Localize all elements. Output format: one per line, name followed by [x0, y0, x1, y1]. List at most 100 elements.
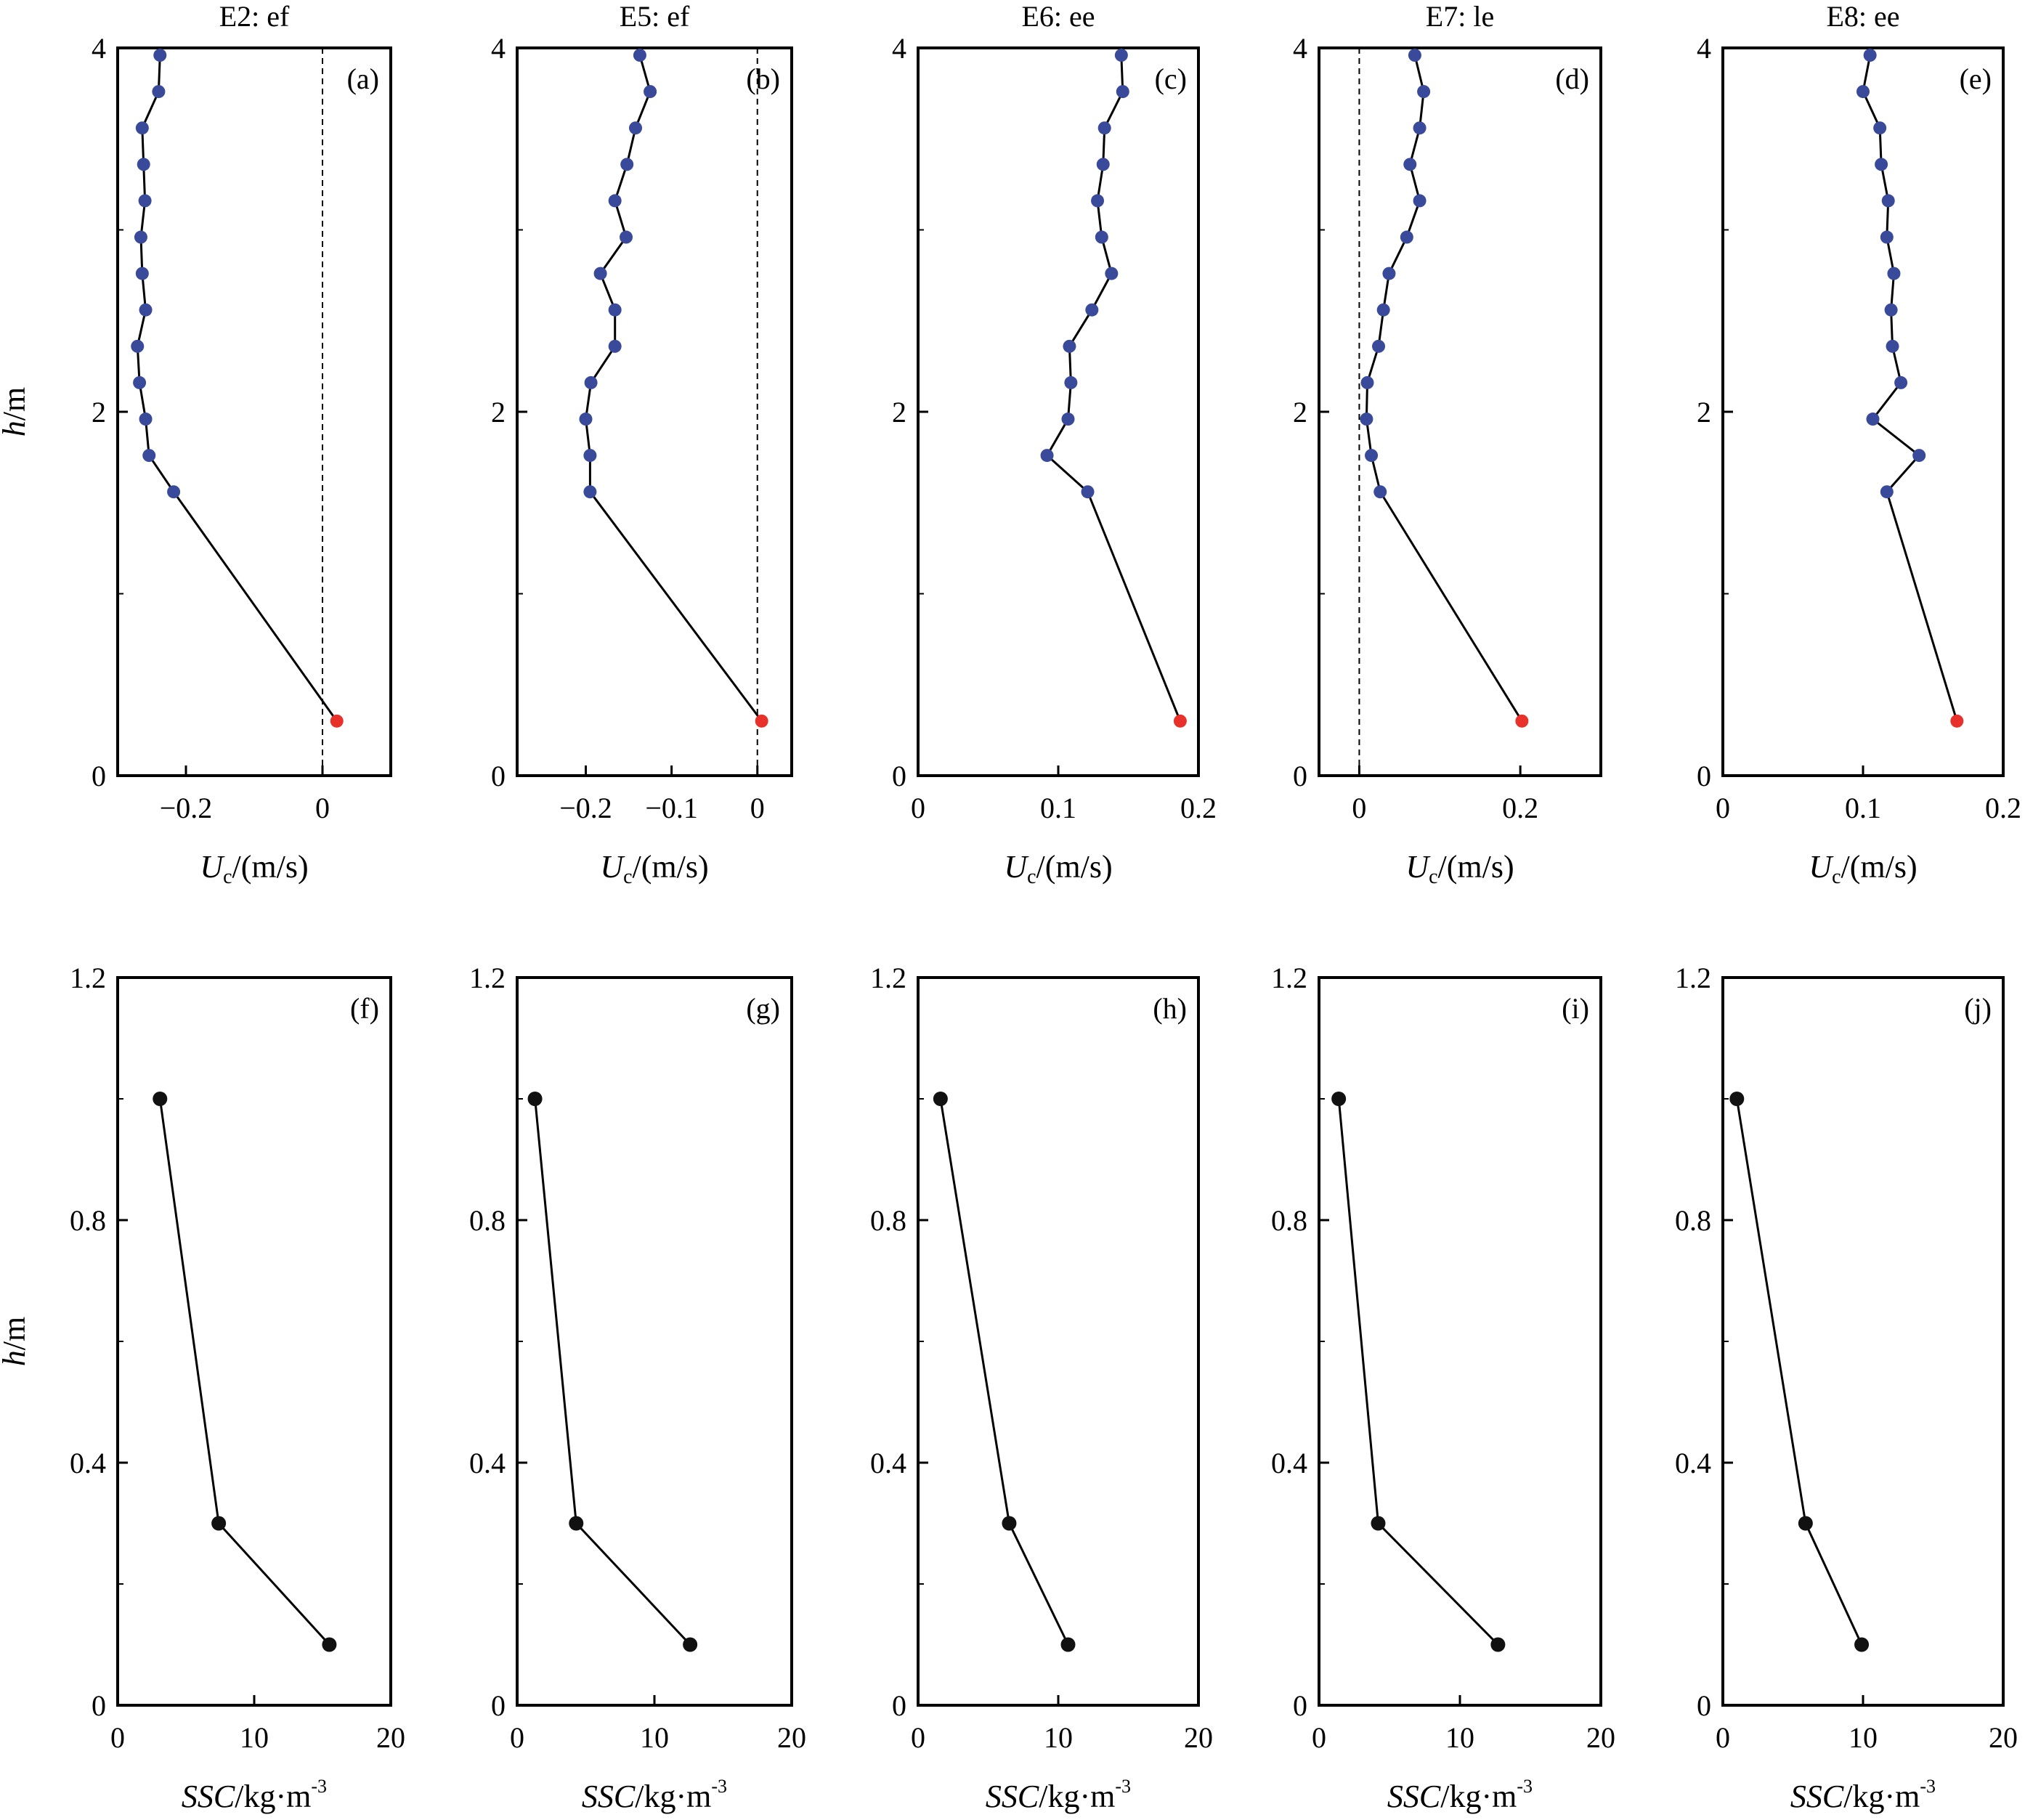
- data-point: [1894, 375, 1908, 389]
- y-tick-label: 0: [92, 1689, 106, 1722]
- data-point: [1856, 85, 1870, 99]
- data-point: [167, 485, 181, 499]
- data-point: [620, 158, 634, 171]
- data-point: [1360, 375, 1374, 389]
- data-point: [1365, 449, 1379, 463]
- panel-i: 0 10 20 0 0.4 0.8 1.2 (i) SSC/kg·m-3: [1271, 962, 1615, 1814]
- data-point: [1408, 49, 1421, 62]
- x-tick-label: 0: [315, 792, 330, 824]
- data-point: [135, 121, 149, 135]
- panel-label: (c): [1155, 62, 1187, 95]
- x-tick-label: 0: [911, 792, 925, 824]
- data-point: [1371, 1516, 1386, 1531]
- data-point: [1002, 1516, 1017, 1531]
- series-line: [1735, 1098, 1863, 1646]
- y-tick-label: 2: [1293, 396, 1307, 428]
- y-tick-label: 0.8: [1271, 1204, 1307, 1237]
- x-tick-label: 0.2: [1985, 792, 2021, 824]
- panel-label: (g): [746, 992, 780, 1025]
- data-point: [211, 1516, 227, 1531]
- panel-title: E5: ef: [620, 0, 690, 33]
- x-axis-label: Uc/(m/s): [600, 849, 708, 888]
- data-point: [138, 194, 152, 208]
- x-tick-label: 10: [1445, 1721, 1474, 1754]
- x-tick-label: 0.1: [1040, 792, 1076, 824]
- y-tick-label: 2: [892, 396, 906, 428]
- x-tick-label: 0: [1312, 1721, 1326, 1754]
- x-tick-label: 0: [110, 1721, 125, 1754]
- panel-f: 0 10 20 0 0.4 0.8 1.2 (f) SSC/kg·m-3 h/m: [0, 962, 405, 1814]
- y-tick-label: 0.4: [469, 1447, 506, 1479]
- y-tick-label: 0: [1293, 1689, 1307, 1722]
- y-tick-label: 4: [491, 32, 506, 65]
- y-tick-label: 2: [1697, 396, 1711, 428]
- data-point: [1490, 1637, 1506, 1652]
- data-point: [1095, 230, 1108, 244]
- y-tick-label: 0.4: [70, 1447, 106, 1479]
- series-line: [1365, 54, 1523, 722]
- data-point: [139, 413, 153, 426]
- y-tick-label: 0.8: [870, 1204, 906, 1237]
- data-point: [153, 1092, 168, 1106]
- panel-h: 0 10 20 0 0.4 0.8 1.2 (h) SSC/kg·m-3: [870, 962, 1213, 1814]
- data-point: [1880, 230, 1894, 244]
- data-point: [1085, 303, 1099, 317]
- panel-label: (e): [1960, 62, 1992, 95]
- series-line: [534, 1098, 691, 1646]
- x-tick-label: 20: [777, 1721, 806, 1754]
- data-point: [1413, 194, 1427, 208]
- data-point: [755, 714, 768, 728]
- x-axis-label: SSC/kg·m-3: [1790, 1776, 1936, 1814]
- y-tick-label: 1.2: [870, 962, 906, 994]
- data-point: [683, 1637, 698, 1652]
- y-tick-label: 0: [491, 760, 506, 792]
- y-tick-label: 0: [892, 760, 906, 792]
- x-tick-label: 20: [1586, 1721, 1615, 1754]
- panel-b: −0.2 −0.1 0 0 2 4 E5: ef (b) Uc/(m/s): [491, 0, 793, 888]
- series-line: [136, 54, 338, 722]
- plot-frame: [1721, 46, 2005, 777]
- data-point: [579, 413, 593, 426]
- data-point: [1873, 121, 1887, 135]
- panel-title: E2: ef: [219, 0, 290, 33]
- data-point: [135, 267, 149, 280]
- data-point: [1403, 158, 1417, 171]
- x-tick-label: 0: [1352, 792, 1366, 824]
- x-tick-label: 0.1: [1845, 792, 1881, 824]
- panel-j: 0 10 20 0 0.4 0.8 1.2 (j) SSC/kg·m-3: [1675, 962, 2018, 1814]
- data-point: [152, 85, 166, 99]
- data-point: [142, 449, 156, 463]
- panel-title: E6: ee: [1021, 0, 1095, 33]
- y-tick-label: 0.4: [1271, 1447, 1307, 1479]
- x-tick-label: 10: [640, 1721, 669, 1754]
- data-point: [1798, 1516, 1813, 1531]
- data-point: [1950, 714, 1964, 728]
- x-tick-label: −0.2: [160, 792, 213, 824]
- plot-frame: [1318, 46, 1602, 777]
- x-tick-label: 0: [510, 1721, 524, 1754]
- data-point: [1729, 1092, 1745, 1106]
- data-point: [933, 1092, 948, 1106]
- data-point: [1854, 1637, 1870, 1652]
- y-axis-label: h/m: [0, 1317, 32, 1366]
- data-point: [1064, 375, 1078, 389]
- data-point: [134, 230, 147, 244]
- series-line: [1045, 54, 1182, 722]
- x-axis-label: Uc/(m/s): [1809, 849, 1917, 888]
- y-tick-label: 0.8: [469, 1204, 506, 1237]
- data-point: [629, 121, 643, 135]
- y-tick-label: 2: [491, 396, 506, 428]
- data-point: [620, 230, 633, 244]
- data-point: [139, 303, 153, 317]
- data-point: [608, 303, 622, 317]
- plot-frame: [1721, 976, 2005, 1707]
- x-tick-label: 0: [750, 792, 765, 824]
- data-point: [1413, 121, 1427, 135]
- data-point: [1881, 194, 1895, 208]
- x-tick-label: 10: [1044, 1721, 1073, 1754]
- data-point: [1063, 339, 1076, 353]
- x-axis-label: SSC/kg·m-3: [1387, 1776, 1533, 1814]
- y-tick-label: 0.4: [1675, 1447, 1711, 1479]
- data-point: [608, 194, 622, 208]
